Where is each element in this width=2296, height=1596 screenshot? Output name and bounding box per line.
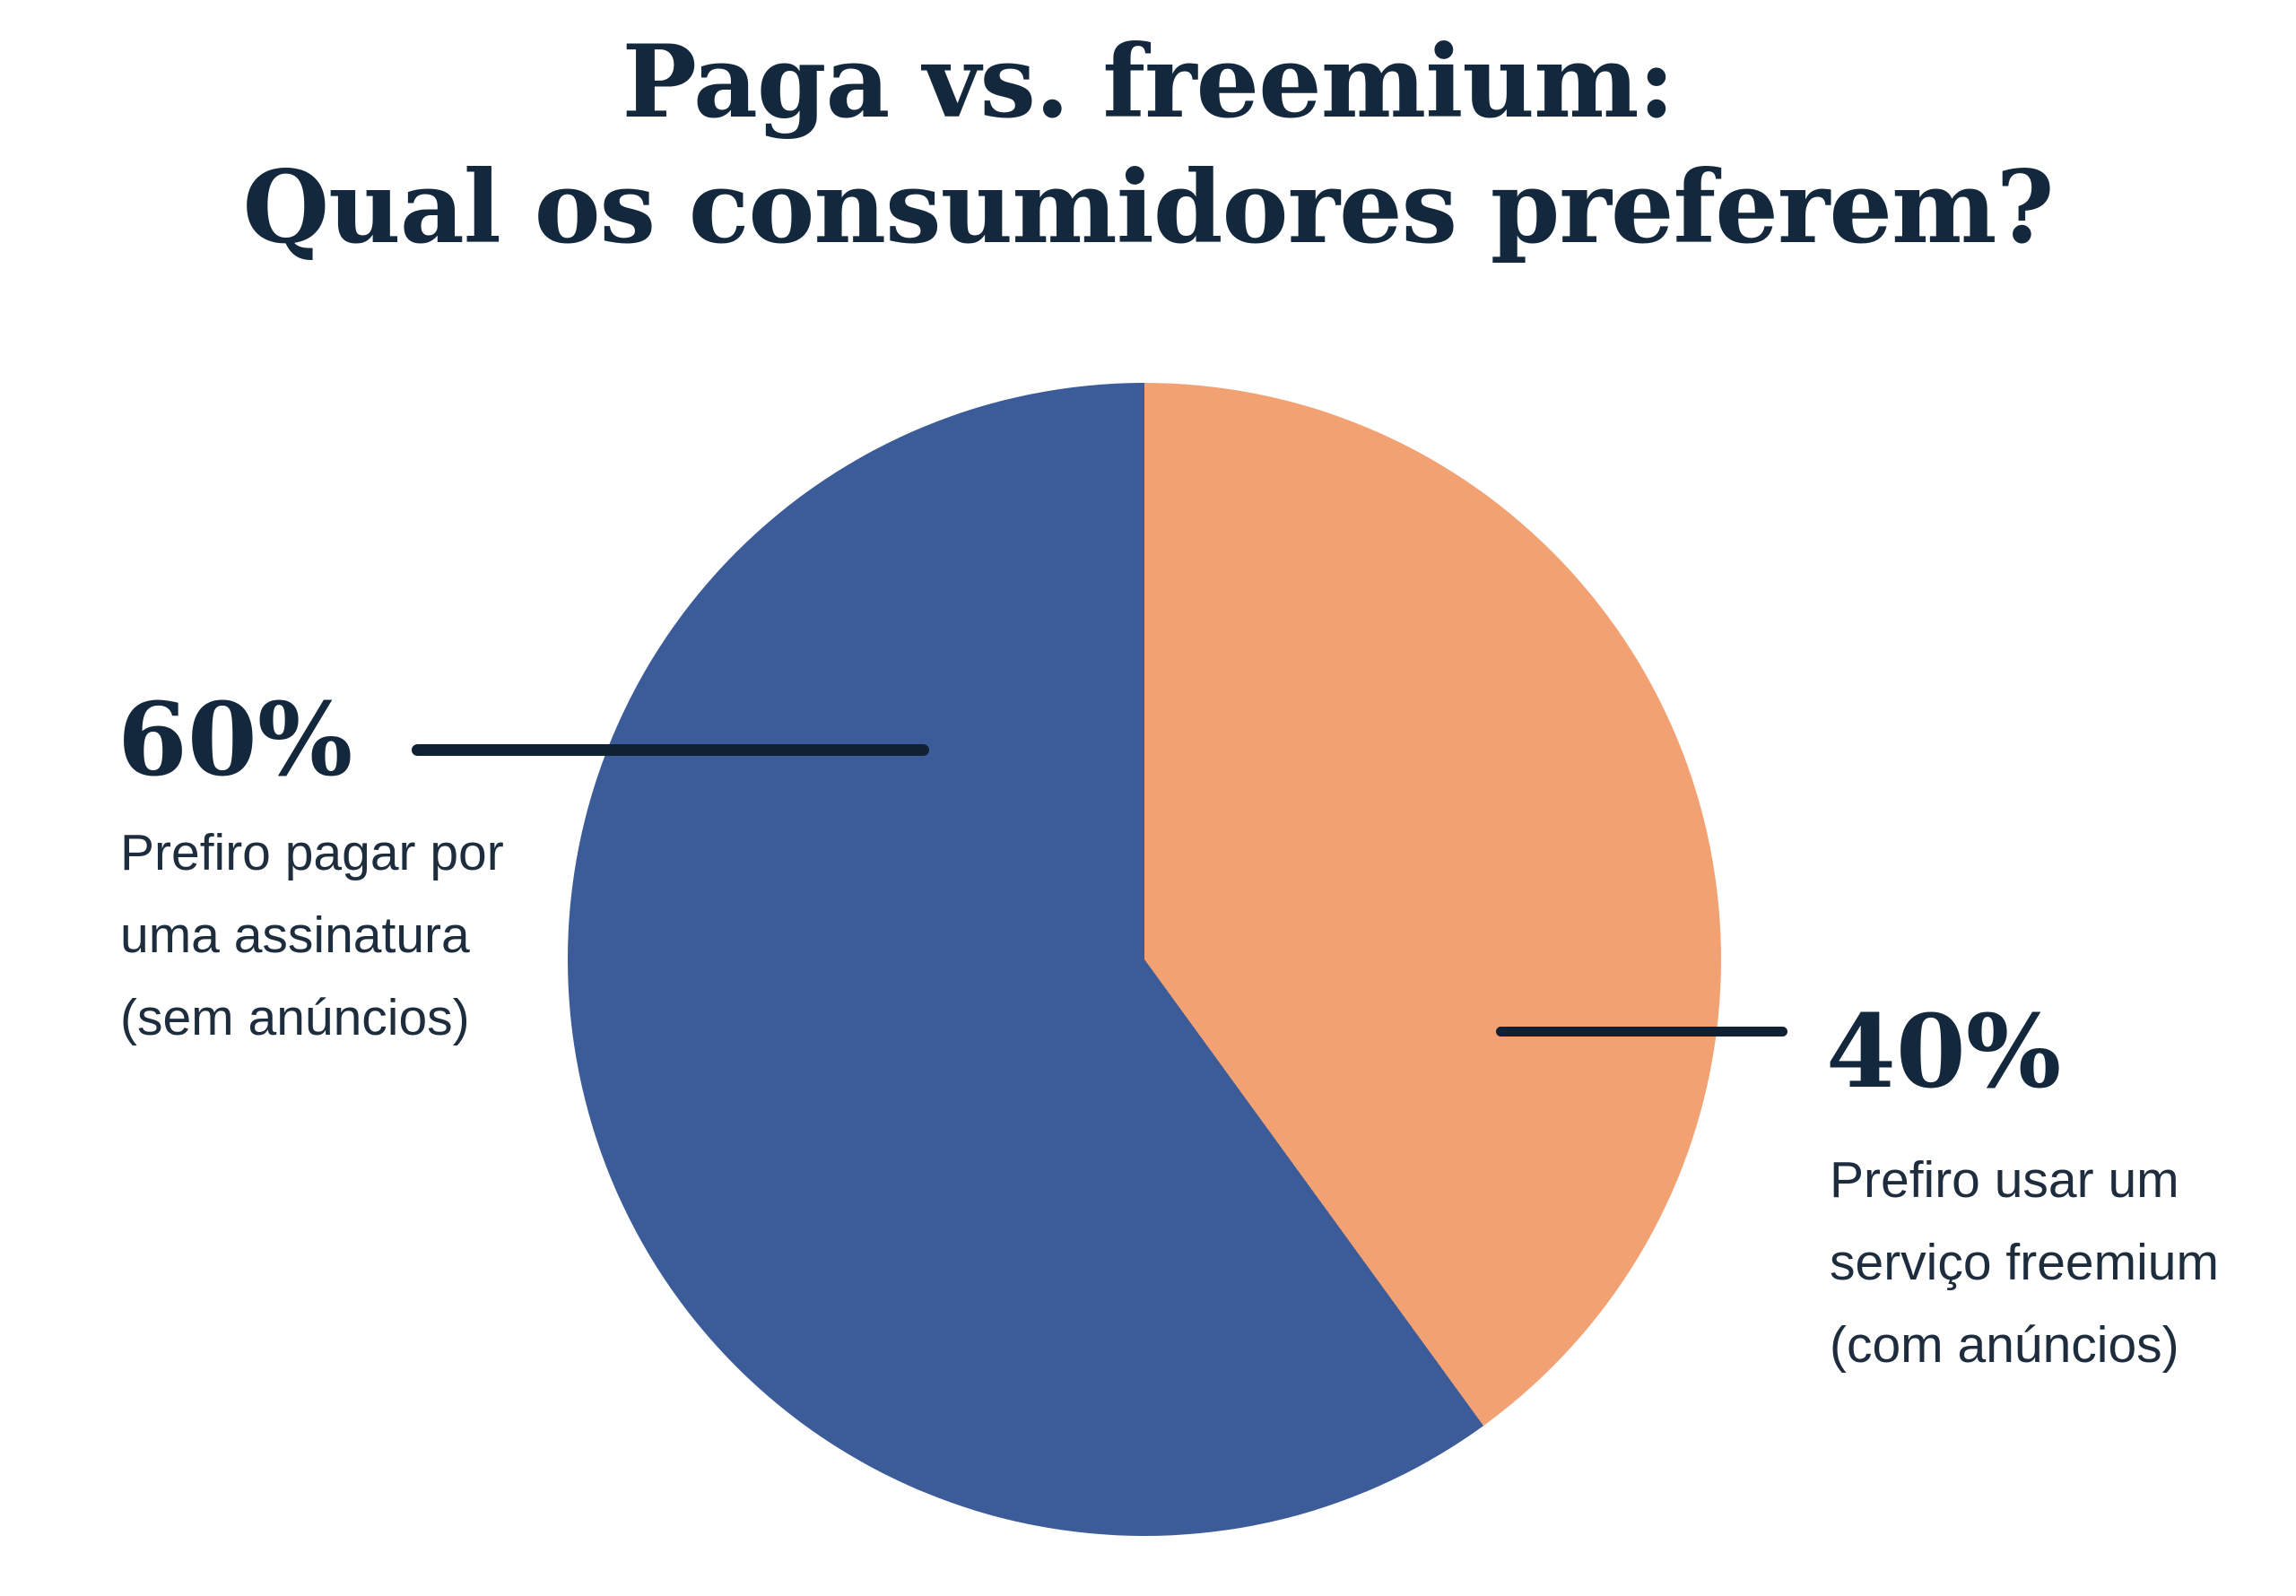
callout-line-60-percent xyxy=(412,744,929,756)
slice-description-40-line-3: (com anúncios) xyxy=(1830,1316,2179,1374)
pie-chart xyxy=(568,383,1721,1536)
slice-description-60-line-1: Prefiro pagar por xyxy=(120,824,504,881)
percent-label-40: 40% xyxy=(1826,993,2062,1111)
slice-description-40-line-2: serviço freemium xyxy=(1830,1234,2219,1291)
chart-title-line-2: Qual os consumidores preferem? xyxy=(242,150,2054,266)
slice-description-60: Prefiro pagar por uma assinatura (sem an… xyxy=(120,811,504,1059)
chart-title-line-1: Paga vs. freemium: xyxy=(622,24,1674,141)
chart-title: Paga vs. freemium: Qual os consumidores … xyxy=(0,20,2296,271)
percent-label-60: 60% xyxy=(117,681,353,799)
slice-description-40: Prefiro usar um serviço freemium (com an… xyxy=(1830,1139,2219,1386)
slice-description-60-line-3: (sem anúncios) xyxy=(120,989,470,1046)
slice-description-40-line-1: Prefiro usar um xyxy=(1830,1151,2179,1209)
slice-description-60-line-2: uma assinatura xyxy=(120,906,470,964)
callout-line-40-percent xyxy=(1496,1027,1787,1037)
